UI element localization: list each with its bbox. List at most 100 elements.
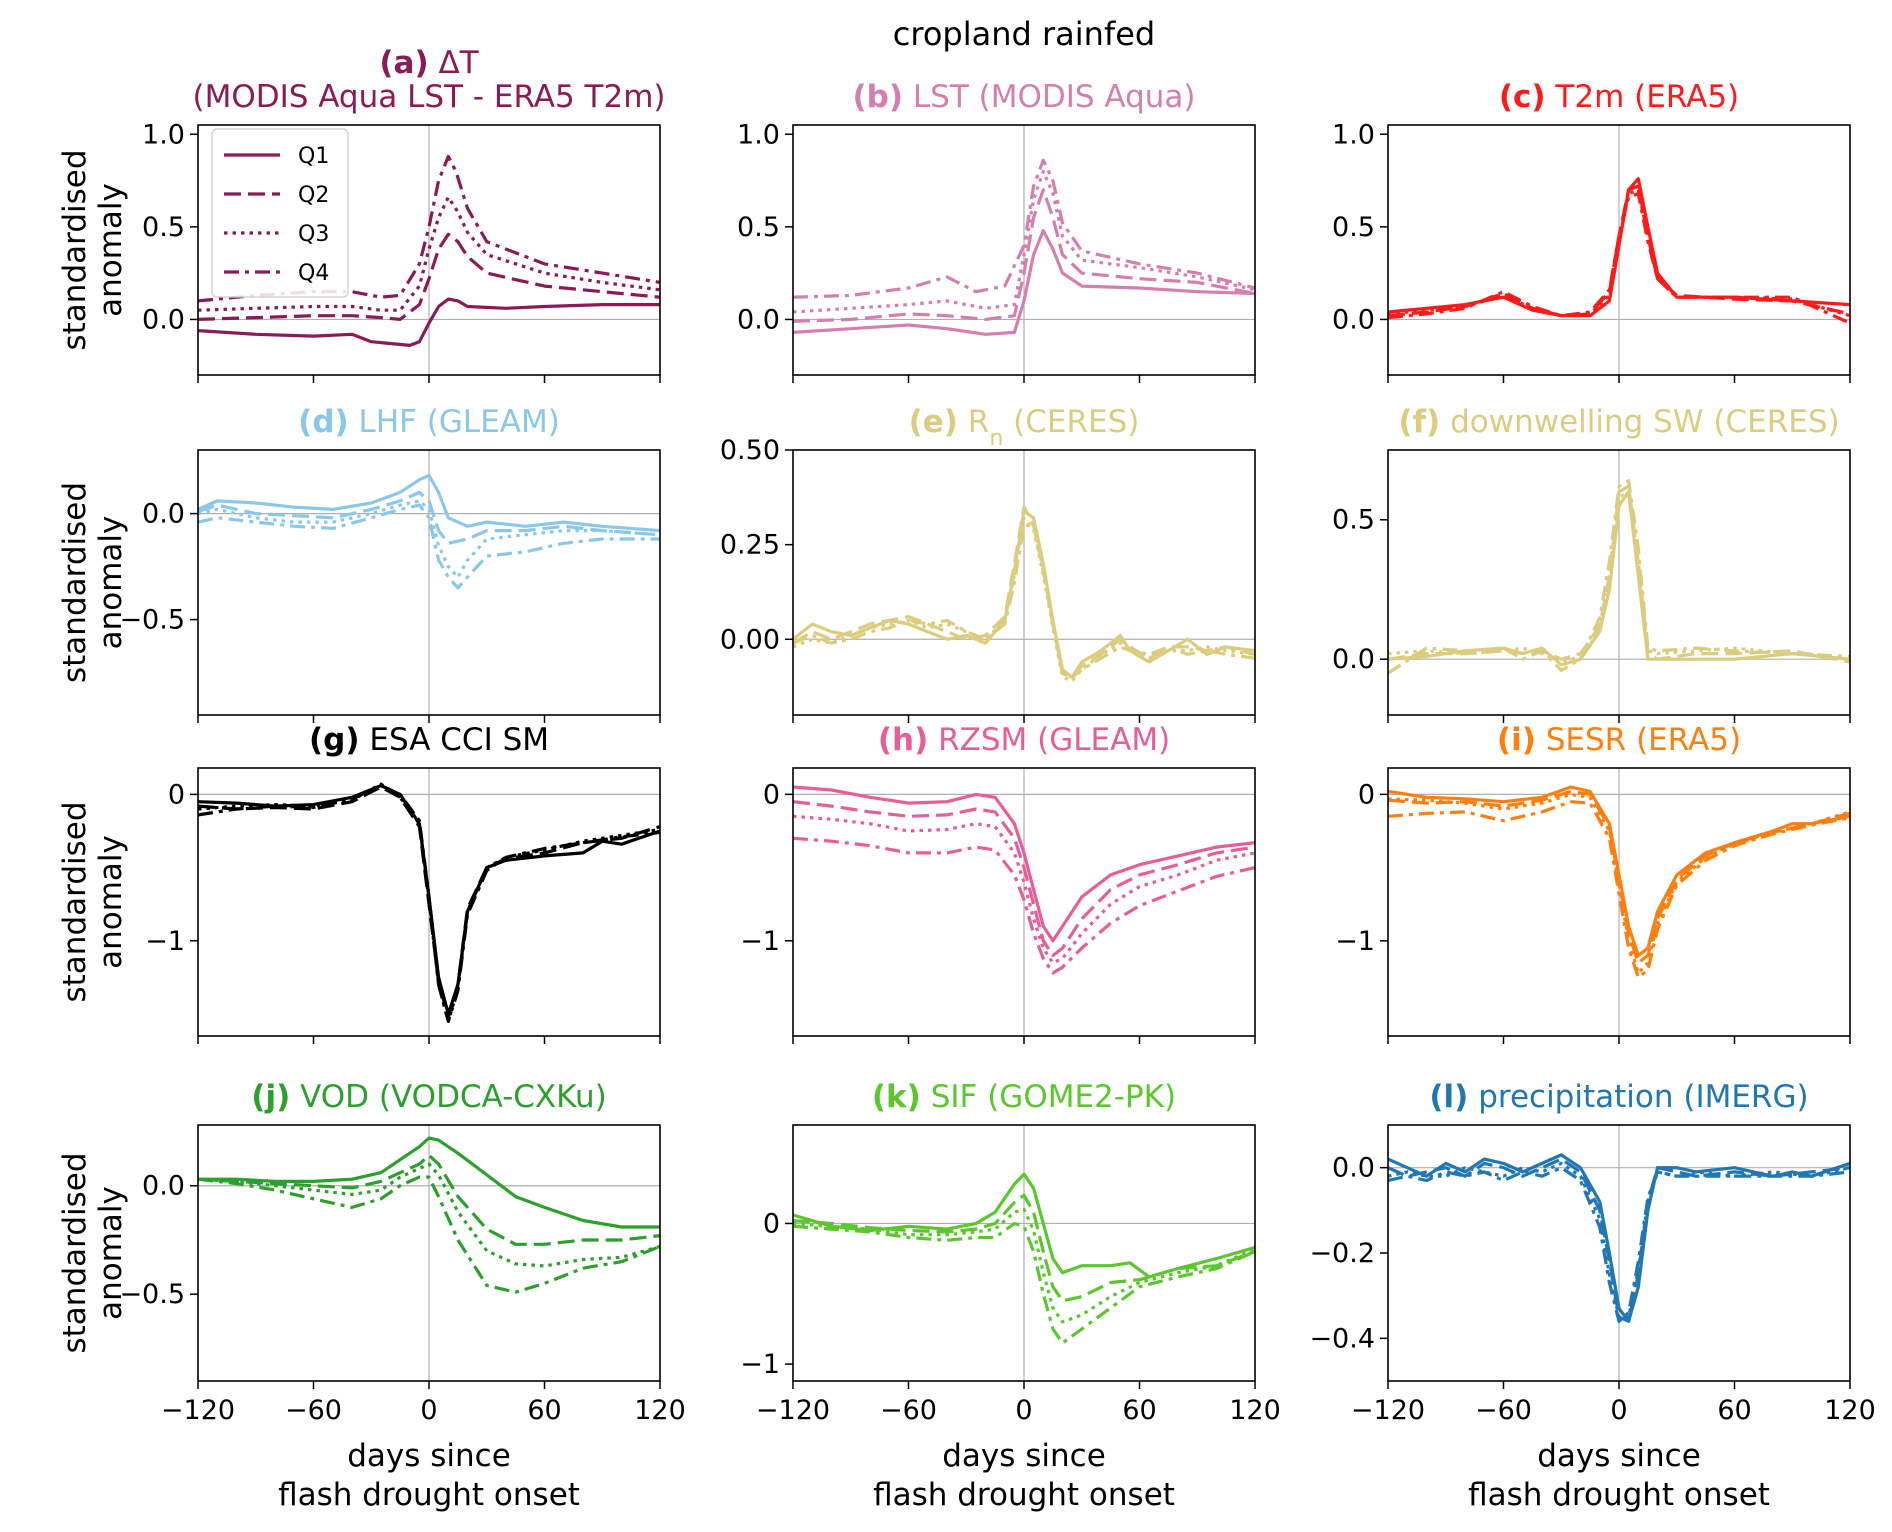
y-axis-label-line2: anomaly [93, 1186, 129, 1320]
x-axis-label-line1: days since [942, 1438, 1106, 1474]
legend-label-q1: Q1 [298, 144, 329, 169]
y-tick-label: 0.5 [1332, 505, 1375, 536]
y-axis-label-line1: standardised [57, 1152, 93, 1353]
x-axis-label-line1: days since [347, 1438, 511, 1474]
legend-label-q3: Q3 [298, 222, 329, 247]
x-tick-label: 0 [420, 1395, 437, 1426]
panel-letter: (k) [872, 1079, 921, 1115]
series-line-q4 [198, 1175, 660, 1294]
panel-title-text: LHF (GLEAM) [349, 404, 560, 440]
y-axis-label-line2: anomaly [93, 183, 129, 317]
panel-title-subscript: n [989, 426, 1003, 451]
series-group [1388, 479, 1850, 675]
series-line-q3 [198, 195, 660, 312]
y-axis-label-line2: anomaly [93, 516, 129, 650]
series-line-q2 [1388, 789, 1850, 965]
panel-title: (g) ESA CCI SM [309, 722, 549, 758]
series-line-q3 [793, 814, 1255, 965]
y-tick-label: −1 [1335, 926, 1375, 957]
x-tick-label: −120 [161, 1395, 235, 1426]
panel-title: (b) LST (MODIS Aqua) [853, 79, 1196, 115]
panel-title-text: downwelling SW (CERES) [1440, 404, 1839, 440]
series-group [793, 158, 1255, 336]
panel-title-text: SIF (GOME2-PK) [921, 1079, 1176, 1115]
panel-j: −120 −60 0 60 120 −0.5 0.0 (j) VOD (VODCA-CXKu)… [57, 1079, 686, 1513]
panel-letter: (j) [251, 1079, 290, 1115]
x-tick-label: −60 [1475, 1395, 1532, 1426]
panel-title-text: LST (MODIS Aqua) [903, 79, 1195, 115]
legend: Q1 Q2 Q3 Q4 [211, 128, 349, 298]
y-axis-label-line1: standardised [57, 801, 93, 1002]
x-tick-label: 0 [1015, 1395, 1032, 1426]
y-tick-label: 1.0 [1332, 119, 1375, 150]
panel-k: −120 −60 0 60 120 −1 0 (k) SIF (GOME2-PK) days s… [740, 1079, 1281, 1513]
panel-title-text: RZSM (GLEAM) [928, 722, 1170, 758]
panel-letter: (a) [379, 45, 428, 81]
y-tick-label: 0.0 [737, 304, 780, 335]
y-tick-label: 0.0 [142, 499, 185, 530]
series-line-q1 [198, 1136, 660, 1229]
x-tick-label: −120 [756, 1395, 830, 1426]
series-line-q2 [1388, 484, 1850, 664]
series-group [198, 473, 660, 590]
panel-title-text: precipitation (IMERG) [1468, 1079, 1808, 1115]
y-tick-label: 0.5 [1332, 212, 1375, 243]
panel-letter: (l) [1429, 1079, 1468, 1115]
panel-title-text: R [958, 404, 989, 440]
panel-title: (d) LHF (GLEAM) [298, 404, 560, 440]
y-tick-label: 1.0 [737, 119, 780, 150]
panel-g: −1 0 (g) ESA CCI SM standardisedanomaly [57, 722, 661, 1044]
panel-title: (l) precipitation (IMERG) [1429, 1079, 1808, 1115]
series-line-q2 [793, 188, 1255, 323]
series-line-q2 [198, 232, 660, 321]
series-line-q4 [793, 524, 1255, 679]
x-tick-label: 60 [1122, 1395, 1156, 1426]
x-tick-label: 0 [1610, 1395, 1627, 1426]
x-axis-label-line1: days since [1537, 1438, 1701, 1474]
panel-title-text: SESR (ERA5) [1536, 722, 1741, 758]
y-tick-label: 0.00 [720, 624, 780, 655]
series-line-q3 [793, 1207, 1255, 1324]
legend-label-q4: Q4 [298, 261, 329, 286]
y-axis-label: standardisedanomaly [57, 1152, 129, 1353]
y-axis-label-line1: standardised [57, 482, 93, 683]
panel-l: −120 −60 0 60 120 −0.4 −0.2 0.0 (l) precipitatio… [1309, 1079, 1875, 1513]
x-tick-label: 120 [1824, 1395, 1876, 1426]
panel-title-text: VOD (VODCA-CXKu) [290, 1079, 606, 1115]
series-group [1388, 177, 1850, 325]
y-tick-label: 0.5 [142, 212, 185, 243]
y-tick-label: 0 [763, 1208, 780, 1239]
panel-title: (h) RZSM (GLEAM) [878, 722, 1170, 758]
series-group [198, 782, 660, 1023]
panel-letter: (g) [309, 722, 360, 758]
y-tick-label: 0.50 [720, 435, 780, 466]
panels-grid: 0.0 0.5 1.0 (a) ΔT(MODIS Aqua LST - ERA5 T2… [57, 45, 1876, 1513]
series-line-q4 [1388, 479, 1850, 675]
x-tick-label: −60 [880, 1395, 937, 1426]
series-line-q4 [1388, 191, 1850, 325]
panel-title-text: ΔT [429, 45, 480, 81]
panel-title: (j) VOD (VODCA-CXKu) [251, 1079, 606, 1115]
panel-letter: (c) [1499, 79, 1546, 115]
series-group [793, 505, 1255, 683]
series-line-q4 [198, 503, 660, 590]
panel-title: (i) SESR (ERA5) [1497, 722, 1741, 758]
series-line-q3 [1388, 1161, 1850, 1319]
y-tick-label: 0.5 [737, 212, 780, 243]
y-tick-label: 0.0 [1332, 644, 1375, 675]
x-tick-label: 60 [1717, 1395, 1751, 1426]
y-axis-label: standardisedanomaly [57, 801, 129, 1002]
series-group [793, 1172, 1255, 1345]
y-axis-label-line2: anomaly [93, 835, 129, 969]
panel-c: 0.0 0.5 1.0 (c) T2m (ERA5) [1332, 79, 1851, 383]
x-axis-label-line2: flash drought onset [873, 1477, 1175, 1513]
series-line-q1 [793, 785, 1255, 943]
y-tick-label: −1 [740, 926, 780, 957]
series-line-q2 [793, 1193, 1255, 1303]
panel-i: −1 0 (i) SESR (ERA5) [1335, 722, 1851, 1044]
x-tick-label: 60 [527, 1395, 561, 1426]
panel-title: (f) downwelling SW (CERES) [1398, 404, 1839, 440]
series-line-q2 [793, 505, 1255, 679]
y-tick-label: 1.0 [142, 119, 185, 150]
figure-suptitle: cropland rainfed [893, 15, 1155, 53]
